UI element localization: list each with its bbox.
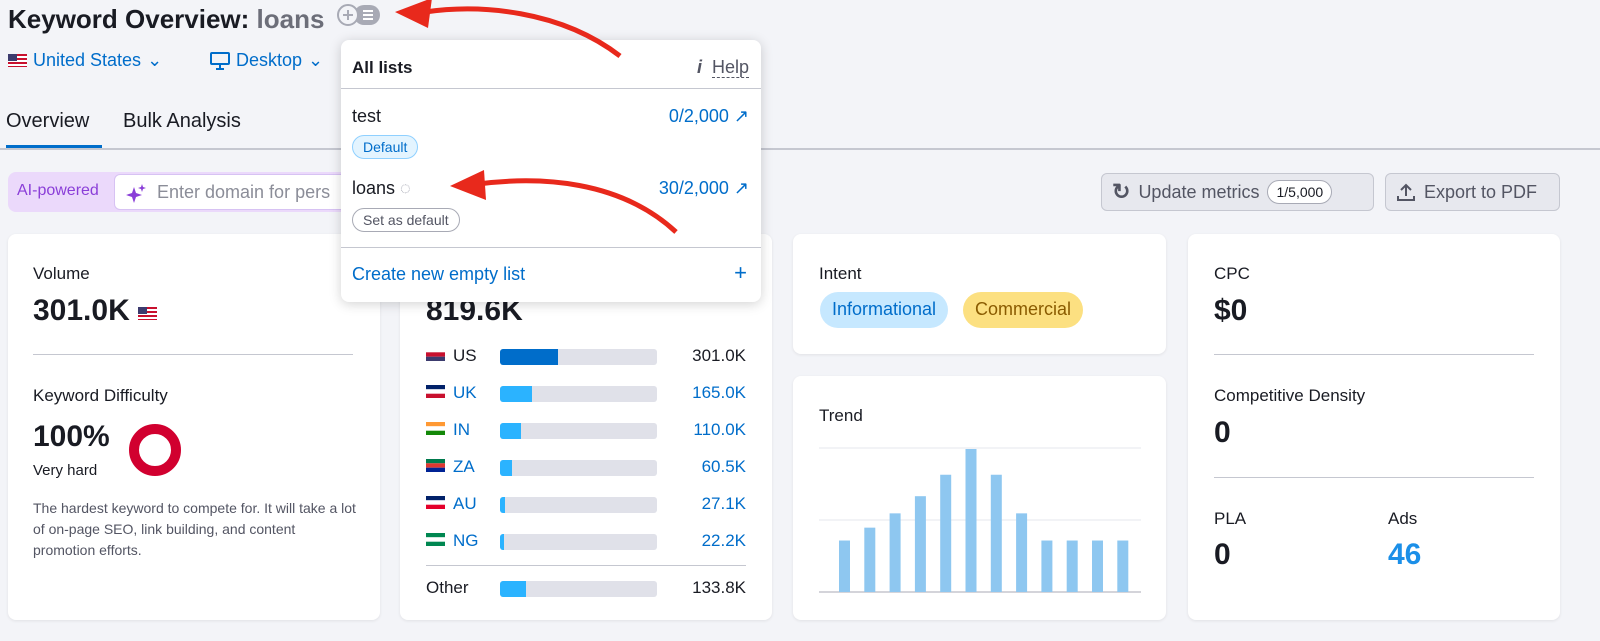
trend-bar[interactable] [990, 474, 1002, 592]
share-bar [500, 534, 657, 550]
country-row-za: ZA 60.5K [426, 455, 746, 479]
tab-bulk-analysis[interactable]: Bulk Analysis [123, 110, 241, 132]
trend-bar[interactable] [1041, 540, 1053, 592]
country-row-uk: UK 165.0K [426, 381, 746, 405]
trend-bar[interactable] [1117, 540, 1129, 592]
cpc-value: $0 [1214, 294, 1248, 327]
share-bar [500, 497, 657, 513]
chevron-down-icon: ⌄ [147, 50, 163, 70]
shared-icon: ◌ [400, 178, 411, 198]
popup-title: All lists [352, 58, 413, 77]
volume-card: Volume 301.0K Keyword Difficulty 100% Ve… [8, 234, 380, 620]
country-select[interactable]: United States ⌄ [8, 50, 162, 71]
trend-bar[interactable] [940, 474, 952, 592]
device-select[interactable]: Desktop ⌄ [210, 50, 323, 71]
trend-bar[interactable] [1092, 540, 1103, 592]
kd-value: 100% [33, 420, 110, 453]
divider [341, 88, 761, 89]
create-list-link[interactable]: Create new empty list [352, 264, 526, 284]
chevron-down-icon: ⌄ [308, 50, 324, 70]
flag-us-icon [426, 348, 445, 361]
trend-bar[interactable] [1016, 513, 1028, 592]
divider [341, 247, 761, 248]
country-row-us: US 301.0K [426, 344, 746, 368]
country-row-in: IN 110.0K [426, 418, 746, 442]
intent-label: Intent [819, 264, 862, 283]
update-metrics-button[interactable]: ↻ Update metrics 1/5,000 [1101, 173, 1374, 211]
kd-gauge [129, 424, 181, 476]
set-default-button[interactable]: Set as default [352, 208, 460, 232]
external-link-icon: ↗ [733, 178, 749, 198]
density-label: Competitive Density [1214, 386, 1366, 405]
divider [1214, 354, 1534, 355]
flag-au-icon [426, 496, 445, 509]
volume-value: 301.0K [33, 294, 158, 328]
flag-ng-icon [426, 533, 445, 546]
trend-chart [819, 447, 1141, 593]
trend-bar[interactable] [914, 496, 926, 592]
desktop-icon [210, 51, 230, 70]
sparkle-icon [126, 184, 146, 203]
page-title: Keyword Overview: loans [8, 3, 382, 37]
list-count-test[interactable]: 0/2,000 ↗ [668, 106, 749, 126]
upload-icon [1397, 183, 1415, 201]
list-count-loans[interactable]: 30/2,000 ↗ [658, 178, 749, 198]
pla-value: 0 [1214, 538, 1231, 571]
country-label: United States [33, 50, 142, 70]
lists-popup: All lists i Help test 0/2,000 ↗ Default l… [341, 40, 761, 302]
trend-bar[interactable] [864, 527, 876, 592]
us-flag-icon [8, 54, 27, 67]
default-badge: Default [352, 135, 419, 159]
tab-bar: Overview Bulk Analysis [0, 110, 1600, 150]
cpc-card: CPC $0 Competitive Density 0 PLA 0 Ads 4… [1188, 234, 1560, 620]
trend-card: Trend [793, 376, 1166, 620]
flag-uk-icon [426, 385, 445, 398]
ads-value[interactable]: 46 [1388, 538, 1422, 571]
export-pdf-button[interactable]: Export to PDF [1385, 173, 1560, 211]
divider [33, 354, 353, 355]
divider [426, 565, 746, 566]
divider [1214, 477, 1534, 478]
country-row-other: Other 133.8K [426, 578, 746, 597]
share-bar [500, 386, 657, 402]
kd-level: Very hard [33, 462, 98, 479]
plus-icon[interactable]: + [734, 260, 747, 285]
trend-bar[interactable] [889, 513, 901, 592]
list-name-loans[interactable]: loans ◌ [352, 178, 411, 198]
add-to-list-icon[interactable] [336, 3, 382, 34]
country-row-ng: NG 22.2K [426, 529, 746, 553]
intent-badge-informational: Informational [820, 292, 949, 328]
kd-description: The hardest keyword to compete for. It w… [33, 500, 356, 558]
external-link-icon: ↗ [733, 106, 749, 126]
ai-powered-label: AI-powered [17, 182, 99, 199]
country-row-au: AU 27.1K [426, 492, 746, 516]
volume-label: Volume [33, 264, 90, 283]
info-icon: i [696, 57, 702, 77]
flag-in-icon [426, 422, 445, 435]
share-bar [500, 349, 657, 365]
list-name-test[interactable]: test [352, 106, 382, 126]
cpc-label: CPC [1214, 264, 1250, 283]
share-bar [500, 460, 657, 476]
device-label: Desktop [236, 50, 303, 70]
trend-bar[interactable] [839, 540, 850, 592]
us-flag-icon [138, 307, 158, 320]
flag-za-icon [426, 459, 445, 472]
trend-label: Trend [819, 406, 863, 425]
trend-bar[interactable] [965, 449, 977, 592]
share-bar [500, 423, 657, 439]
ads-label: Ads [1388, 509, 1418, 528]
refresh-icon: ↻ [1112, 179, 1131, 204]
pla-label: PLA [1214, 509, 1247, 528]
intent-badge-commercial: Commercial [963, 292, 1084, 328]
trend-bar[interactable] [1066, 540, 1078, 592]
density-value: 0 [1214, 416, 1231, 449]
tab-overview[interactable]: Overview [6, 110, 102, 148]
update-count-badge: 1/5,000 [1267, 180, 1333, 204]
kd-label: Keyword Difficulty [33, 386, 168, 405]
help-link[interactable]: i Help [696, 57, 749, 78]
